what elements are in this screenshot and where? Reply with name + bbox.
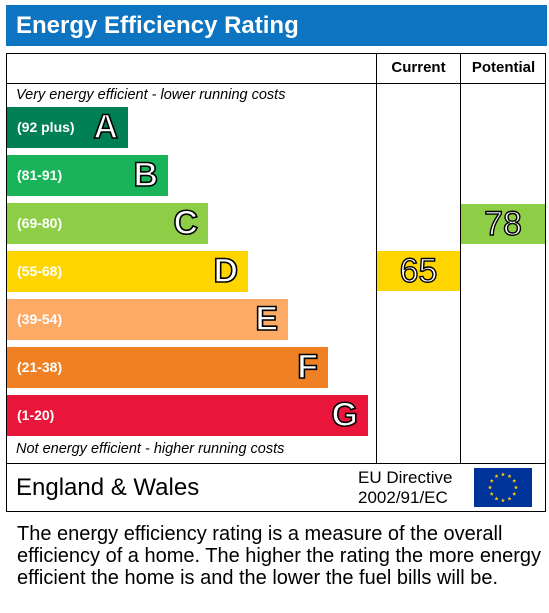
flag-star (500, 498, 506, 503)
flag-star (512, 491, 517, 496)
band-letter: F (296, 347, 318, 387)
eu-flag-icon (474, 468, 532, 507)
eu-directive: EU Directive 2002/91/EC (358, 468, 466, 508)
band-range: (92 plus) (17, 119, 75, 135)
band-range: (21-38) (17, 359, 63, 375)
flag-star (507, 474, 512, 479)
column-current-header: Current (391, 59, 446, 76)
band-range: (1-20) (17, 407, 55, 423)
flag-star (489, 491, 494, 496)
page-title: Energy Efficiency Rating (6, 5, 547, 46)
band-a: (92 plus) A (7, 107, 128, 148)
current-rating: 65 (377, 251, 460, 291)
flag-star (512, 478, 517, 483)
band-letter: D (213, 251, 239, 291)
band-f: (21-38) F (7, 347, 328, 388)
band-range: (81-91) (17, 167, 63, 183)
band-letter: B (133, 155, 159, 195)
band-letter: C (173, 203, 199, 243)
flag-star (500, 472, 506, 477)
band-range: (39-54) (17, 311, 63, 327)
flag-star (487, 485, 493, 490)
flag-star (494, 474, 499, 479)
band-d: (55-68) D (7, 251, 248, 292)
band-b: (81-91) B (7, 155, 168, 196)
directive-line-2: 2002/91/EC (358, 488, 448, 507)
band-range: (55-68) (17, 263, 63, 279)
band-letter: A (93, 107, 119, 147)
flag-star (489, 478, 494, 483)
caption-inefficient: Not energy efficient - higher running co… (16, 441, 285, 457)
band-letter: E (255, 299, 279, 339)
caption-efficient: Very energy efficient - lower running co… (16, 87, 286, 103)
rating-table (6, 53, 546, 512)
band-c: (69-80) C (7, 203, 208, 244)
directive-line-1: EU Directive (358, 468, 453, 487)
potential-rating: 78 (461, 204, 545, 244)
band-g: (1-20) G (7, 395, 368, 436)
flag-star (513, 485, 519, 490)
divider-potential (460, 53, 461, 464)
flag-star (494, 496, 499, 501)
column-potential-header: Potential (471, 59, 536, 76)
divider-header (6, 83, 546, 84)
band-range: (69-80) (17, 215, 63, 231)
band-letter: G (331, 395, 359, 435)
rating-explanation: The energy efficiency rating is a measur… (17, 523, 542, 589)
band-e: (39-54) E (7, 299, 288, 340)
divider-footer (6, 463, 546, 464)
region-label: England & Wales (16, 474, 200, 501)
divider-current (376, 53, 377, 464)
flag-star (507, 496, 512, 501)
